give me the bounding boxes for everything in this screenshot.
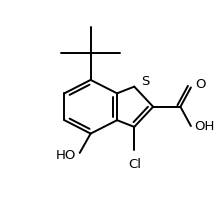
Text: OH: OH xyxy=(195,120,215,133)
Text: S: S xyxy=(141,75,149,88)
Text: Cl: Cl xyxy=(128,158,141,171)
Text: O: O xyxy=(195,78,206,91)
Text: HO: HO xyxy=(56,149,77,162)
